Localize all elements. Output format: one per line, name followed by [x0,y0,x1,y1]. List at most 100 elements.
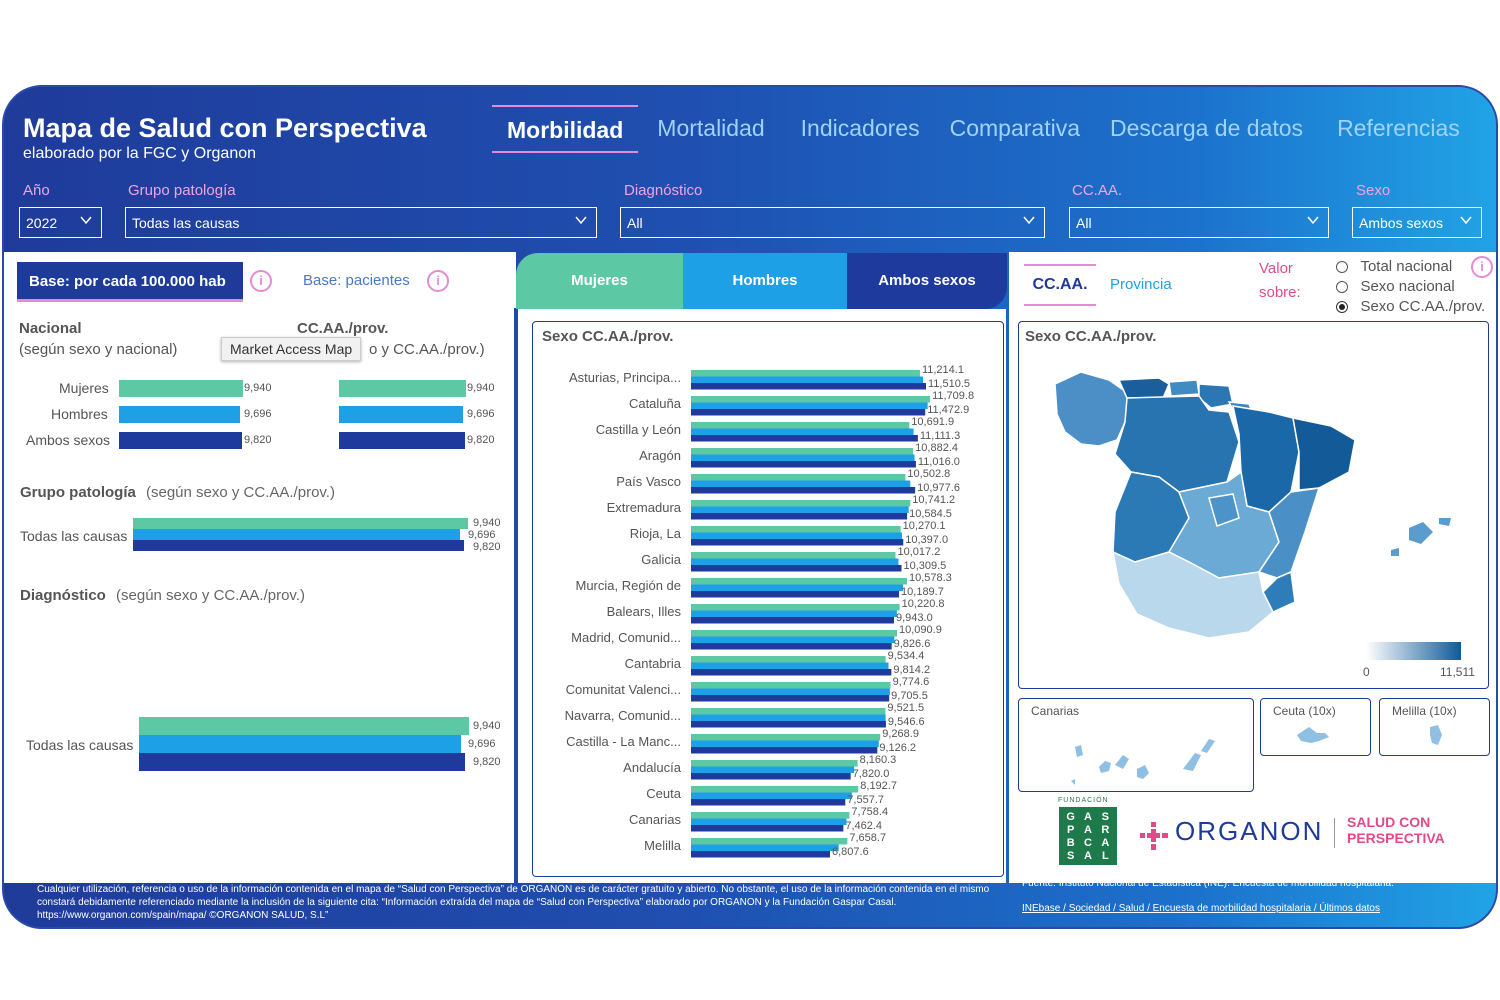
bar-series-mid[interactable] [691,610,897,618]
tab-comparativa[interactable]: Comparativa [949,115,1080,141]
base-per-100000-button[interactable]: Base: por cada 100.000 hab [17,262,243,302]
year-select[interactable]: 2022 [19,207,102,238]
bar-series-b[interactable] [691,409,926,416]
bar-series-b[interactable] [691,435,918,442]
inset-canarias[interactable]: Canarias [1018,698,1254,792]
map-tab-province[interactable]: Provincia [1110,276,1172,293]
region-select[interactable]: All [1069,207,1329,238]
sex-tab-women[interactable]: Mujeres [516,253,683,309]
bar-series-mid[interactable] [691,402,928,410]
inset-melilla[interactable]: Melilla (10x) [1379,698,1490,756]
bar-series-a[interactable] [691,838,848,845]
logo-letter: R [1101,823,1110,836]
bar-series-mid[interactable] [691,844,839,852]
bar-series-a[interactable] [691,630,898,637]
bar-series-b[interactable] [691,487,916,494]
footer-ine-link[interactable]: INEbase / Sociedad / Salud / Encuesta de… [1022,903,1380,914]
sex-tab-both[interactable]: Ambos sexos [847,253,1007,309]
bar-series-mid[interactable] [691,662,889,670]
bar-series-b[interactable] [691,513,908,520]
bar-series-a[interactable] [691,734,881,741]
bar-series-b[interactable] [691,539,904,546]
bar-series-a[interactable] [691,682,891,689]
logo-divider [1334,818,1335,848]
base-patients-button[interactable]: Base: pacientes [303,272,410,289]
radio-total-nacional[interactable]: Total nacional [1336,258,1452,276]
spain-map[interactable] [1019,322,1490,690]
value-label-a: 9,774.6 [893,676,930,688]
bar-series-a[interactable] [691,578,907,585]
diagnosis-select[interactable]: All [620,207,1045,238]
bar-series-mid[interactable] [691,428,914,436]
tab-morbilidad[interactable]: Morbilidad [492,105,639,153]
bar-series-a[interactable] [691,474,906,481]
logo-letter: S [1101,810,1109,823]
bar-series-a[interactable] [691,708,886,715]
bar-series-mid[interactable] [691,532,902,540]
info-icon[interactable]: i [1471,256,1493,278]
bar-series-b[interactable] [691,643,892,650]
tab-indicadores[interactable]: Indicadores [800,115,920,141]
bar-series-a[interactable] [691,422,910,429]
bar-series-mid[interactable] [691,714,886,722]
ccaa-title: CC.AA./prov. [297,320,389,337]
bar-series-a[interactable] [691,786,859,793]
tab-descarga[interactable]: Descarga de datos [1109,115,1304,141]
bar-series-a[interactable] [691,526,901,533]
bar-series-a[interactable] [691,656,886,663]
bar-series-mid[interactable] [691,766,855,774]
map-tab-ccaa[interactable]: CC.AA. [1024,264,1096,306]
bar-series-a[interactable] [691,500,911,507]
row-label-men: Hombres [51,406,108,422]
bar-series-b[interactable] [691,773,851,780]
bar-series-a[interactable] [691,812,850,819]
bar-series-b[interactable] [691,799,846,806]
bar-series-mid[interactable] [691,558,899,566]
bar-series-a[interactable] [691,604,900,611]
chevron-down-icon [80,216,92,225]
sex-tab-men[interactable]: Hombres [683,253,847,309]
bar-series-mid[interactable] [691,506,909,514]
sex-value: Ambos sexos [1359,215,1444,231]
legend-min: 0 [1363,665,1370,679]
bar-series-mid[interactable] [691,740,879,748]
inset-ceuta[interactable]: Ceuta (10x) [1260,698,1371,756]
bar-series-b[interactable] [691,565,902,572]
bar-series-b[interactable] [691,851,830,858]
bar-series-b[interactable] [691,383,927,390]
bar-series-mid[interactable] [691,636,895,644]
bar-series-a[interactable] [691,448,914,455]
canarias-map [1071,739,1215,785]
bar-series-mid[interactable] [691,454,915,462]
bar-series-a[interactable] [691,370,920,377]
bar-series-mid[interactable] [691,688,890,696]
tab-mortalidad[interactable]: Mortalidad [657,115,765,141]
bar-series-b[interactable] [691,669,892,676]
bar-series-mid[interactable] [691,584,904,592]
info-icon[interactable]: i [250,270,272,292]
page-subtitle: elaborado por la FGC y Organon [23,145,257,162]
bar-series-b[interactable] [691,461,916,468]
logo-letter: A [1101,836,1110,849]
bar-series-mid[interactable] [691,376,923,384]
bar-series-a[interactable] [691,396,931,403]
fundacion-label: FUNDACIÓN [1058,797,1109,804]
bar-series-b[interactable] [691,591,900,598]
radio-sexo-nacional[interactable]: Sexo nacional [1336,278,1455,296]
bar-series-b[interactable] [691,617,895,624]
bar-series-b[interactable] [691,747,878,754]
group-select[interactable]: Todas las causas [125,207,597,238]
info-icon[interactable]: i [427,270,449,292]
bar-series-b[interactable] [691,721,886,728]
radio-label: Total nacional [1360,258,1453,276]
bar-series-mid[interactable] [691,480,911,488]
bar-series-mid[interactable] [691,818,847,826]
bar-series-a[interactable] [691,760,858,767]
radio-sexo-ccaa[interactable]: Sexo CC.AA./prov. [1336,298,1485,316]
bar-series-a[interactable] [691,552,896,559]
sex-select[interactable]: Ambos sexos [1352,207,1482,238]
tab-referencias[interactable]: Referencias [1337,115,1460,141]
bar-series-b[interactable] [691,825,844,832]
bar-series-mid[interactable] [691,792,852,800]
bar-series-b[interactable] [691,695,890,702]
